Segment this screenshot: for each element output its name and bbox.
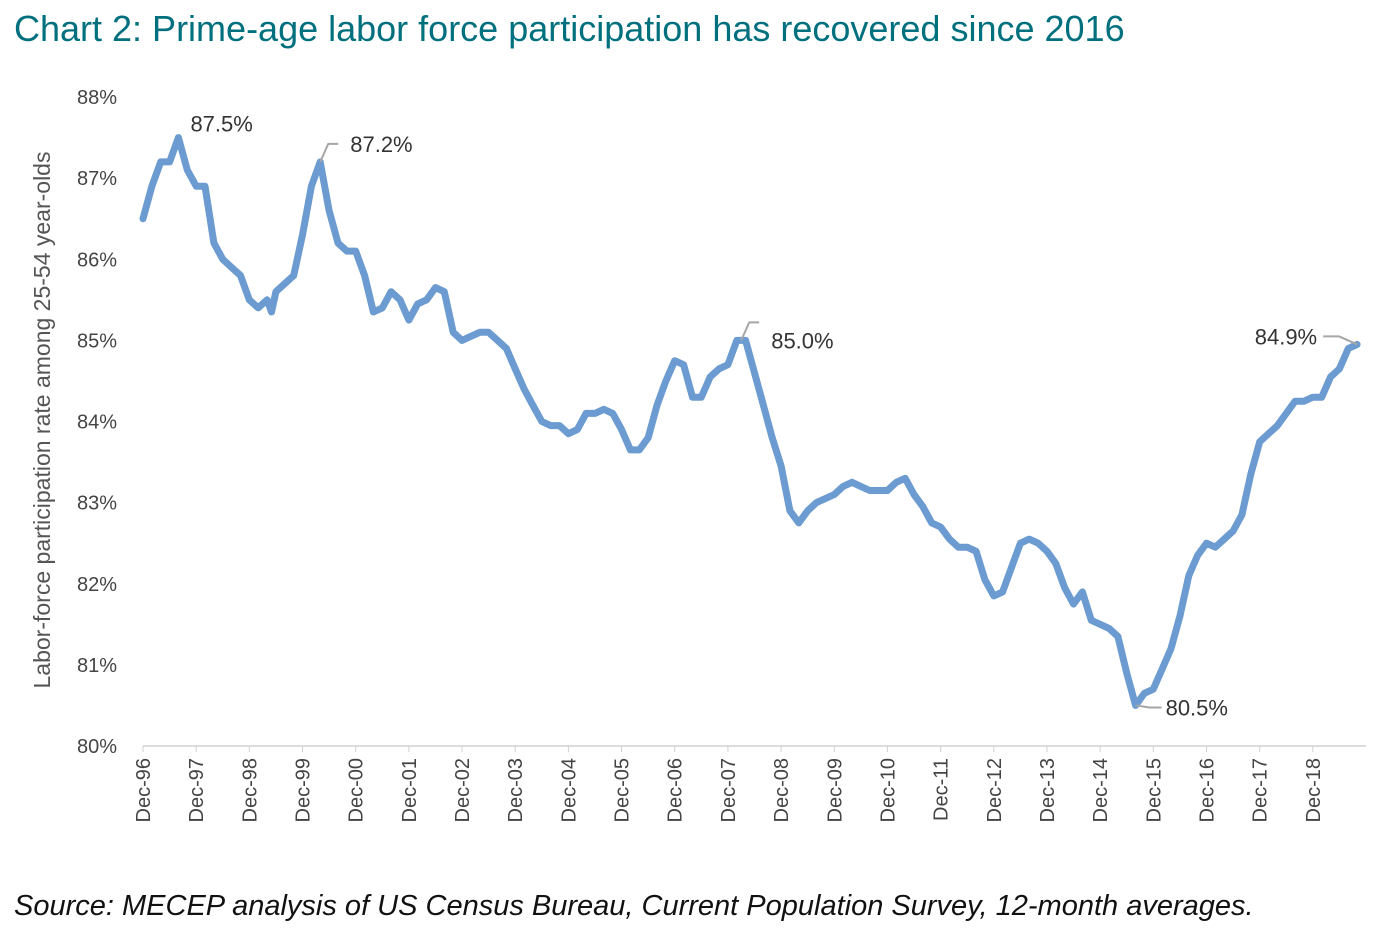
annotation-leader xyxy=(319,142,339,163)
x-tick-label: Dec-97 xyxy=(186,758,208,822)
x-tick-label: Dec-12 xyxy=(984,758,1006,822)
x-tick-label: Dec-06 xyxy=(665,758,687,822)
x-tick-label: Dec-10 xyxy=(877,758,899,822)
x-tick-label: Dec-00 xyxy=(346,758,368,822)
y-tick-label: 80% xyxy=(77,736,117,758)
annotation-leader xyxy=(1135,704,1162,709)
y-tick-label: 84% xyxy=(77,412,117,434)
y-tick-labels: 88% 87% 86% 85% 84% 83% 82% 81% 80% xyxy=(77,87,117,758)
x-tick-labels: Dec-96 Dec-97 Dec-98 Dec-99 Dec-00 Dec-01 Dec-… xyxy=(133,746,1325,822)
x-tick-label: Dec-17 xyxy=(1250,758,1272,822)
y-tick-label: 81% xyxy=(77,655,117,677)
annotation-label: 85.0% xyxy=(771,328,833,353)
y-axis-label: Labor-force participation rate among 25-… xyxy=(29,152,55,689)
x-tick-label: Dec-11 xyxy=(931,758,953,821)
annotation-label: 84.9% xyxy=(1255,324,1317,349)
x-tick-label: Dec-02 xyxy=(452,758,474,822)
series-line xyxy=(139,134,1361,709)
x-tick-label: Dec-16 xyxy=(1196,758,1218,822)
x-tick-label: Dec-01 xyxy=(399,758,421,822)
chart-title: Chart 2: Prime-age labor force participa… xyxy=(14,8,1125,49)
y-axis-label-group: Labor-force participation rate among 25-… xyxy=(29,152,55,689)
x-tick-label: Dec-04 xyxy=(558,758,580,822)
x-tick-label: Dec-13 xyxy=(1037,758,1059,822)
source-note: Source: MECEP analysis of US Census Bure… xyxy=(14,890,1254,922)
y-tick-label: 86% xyxy=(77,249,117,271)
y-tick-label: 87% xyxy=(77,168,117,190)
y-tick-label: 83% xyxy=(77,493,117,515)
annotation-label: 80.5% xyxy=(1166,695,1228,720)
x-tick-label: Dec-96 xyxy=(133,758,155,822)
annotations: 87.5% 87.2% 85.0% 80.5% 84.9% xyxy=(190,112,1358,720)
annotation-leader xyxy=(1323,335,1358,346)
series-group xyxy=(139,134,1361,709)
y-tick-label: 85% xyxy=(77,330,117,352)
x-tick-label: Dec-03 xyxy=(505,758,527,822)
x-tick-label: Dec-07 xyxy=(718,758,740,822)
x-tick-label: Dec-08 xyxy=(771,758,793,822)
x-tick-label: Dec-09 xyxy=(824,758,846,822)
annotation-label: 87.2% xyxy=(350,132,412,157)
annotation-leader xyxy=(740,321,760,341)
y-tick-label: 88% xyxy=(77,87,117,109)
x-tick-label: Dec-15 xyxy=(1143,758,1165,822)
x-tick-label: Dec-98 xyxy=(239,758,261,822)
x-tick-label: Dec-18 xyxy=(1303,758,1325,822)
x-tick-label: Dec-14 xyxy=(1090,758,1112,822)
annotation-label: 87.5% xyxy=(190,112,252,137)
y-tick-label: 82% xyxy=(77,574,117,596)
x-tick-label: Dec-99 xyxy=(293,758,315,822)
x-tick-label: Dec-05 xyxy=(612,758,634,822)
